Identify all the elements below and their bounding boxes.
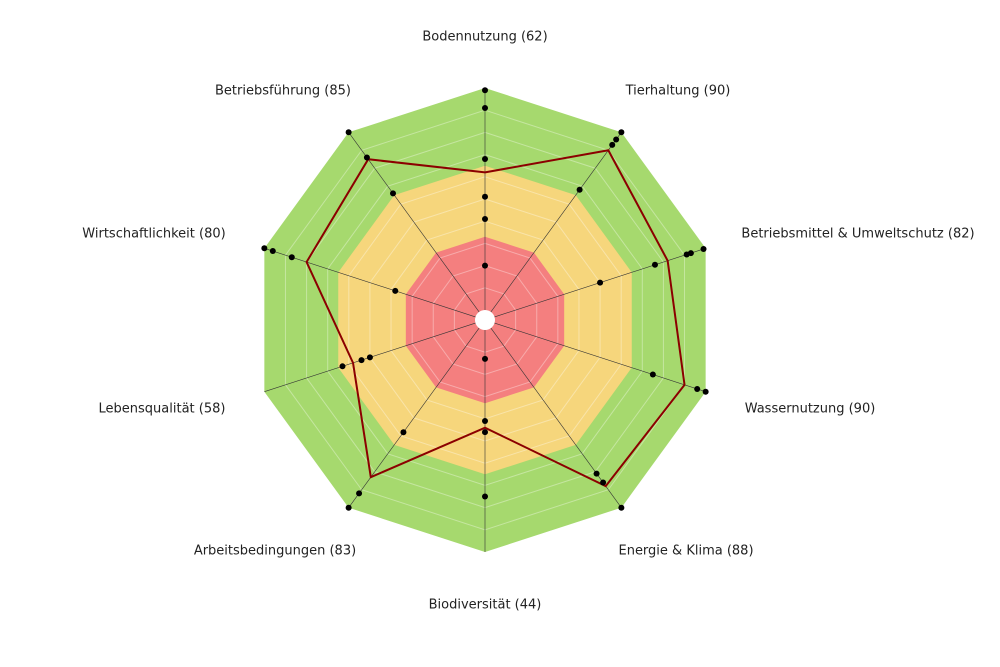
axis-label: Lebensqualität (58)	[99, 402, 226, 417]
axis-label: Betriebsführung (85)	[215, 84, 351, 99]
comparison-dot	[482, 355, 488, 362]
axis-line	[490, 132, 622, 313]
comparison-dot	[618, 504, 625, 511]
comparison-dot	[345, 129, 352, 136]
comparison-dot	[482, 156, 488, 163]
comparison-dot	[482, 193, 488, 200]
comparison-dot	[482, 493, 488, 500]
comparison-dot	[261, 245, 268, 252]
comparison-dot	[288, 254, 295, 261]
comparison-dot	[358, 357, 365, 364]
comparison-dot	[600, 479, 607, 486]
center-hole	[475, 310, 495, 330]
comparison-dot	[683, 251, 690, 258]
comparison-dot	[389, 190, 396, 197]
axis-line	[490, 327, 622, 508]
comparison-dot	[482, 429, 488, 436]
comparison-dot	[702, 388, 709, 395]
comparison-dot	[576, 186, 583, 193]
comparison-dot	[597, 279, 604, 286]
comparison-dot	[482, 215, 488, 222]
score-line	[305, 149, 686, 488]
axis-line	[348, 132, 480, 313]
axis-label: Bodennutzung (62)	[422, 30, 547, 45]
axis-label: Wirtschaftlichkeit (80)	[82, 227, 225, 242]
comparison-dot	[613, 136, 620, 143]
comparison-dot	[482, 104, 488, 111]
comparison-dot	[366, 354, 373, 361]
comparison-dot	[651, 261, 658, 268]
axis-label: Energie & Klima (88)	[618, 544, 753, 559]
comparison-dot	[618, 129, 625, 136]
axis-label: Tierhaltung (90)	[625, 84, 731, 99]
axis-label: Arbeitsbedingungen (83)	[194, 544, 356, 559]
comparison-dot	[482, 418, 488, 425]
comparison-dot	[400, 429, 407, 436]
comparison-dot	[593, 470, 600, 477]
comparison-dot	[269, 248, 276, 255]
comparison-dot	[700, 245, 707, 252]
axis-label: Betriebsmittel & Umweltschutz (82)	[741, 227, 974, 242]
comparison-dot	[392, 287, 399, 294]
axis-line	[264, 248, 476, 318]
comparison-dot	[363, 154, 370, 161]
comparison-dot	[482, 262, 488, 269]
comparison-dot	[356, 490, 363, 497]
comparison-dot	[339, 363, 346, 370]
comparison-dot	[649, 371, 656, 378]
comparison-dot	[345, 504, 352, 511]
axis-label: Biodiversität (44)	[429, 598, 542, 613]
axis-label: Wassernutzung (90)	[745, 402, 876, 417]
axis-line	[494, 322, 706, 392]
comparison-dot	[609, 141, 616, 148]
comparison-dot	[482, 87, 488, 94]
comparison-dot	[694, 385, 701, 392]
